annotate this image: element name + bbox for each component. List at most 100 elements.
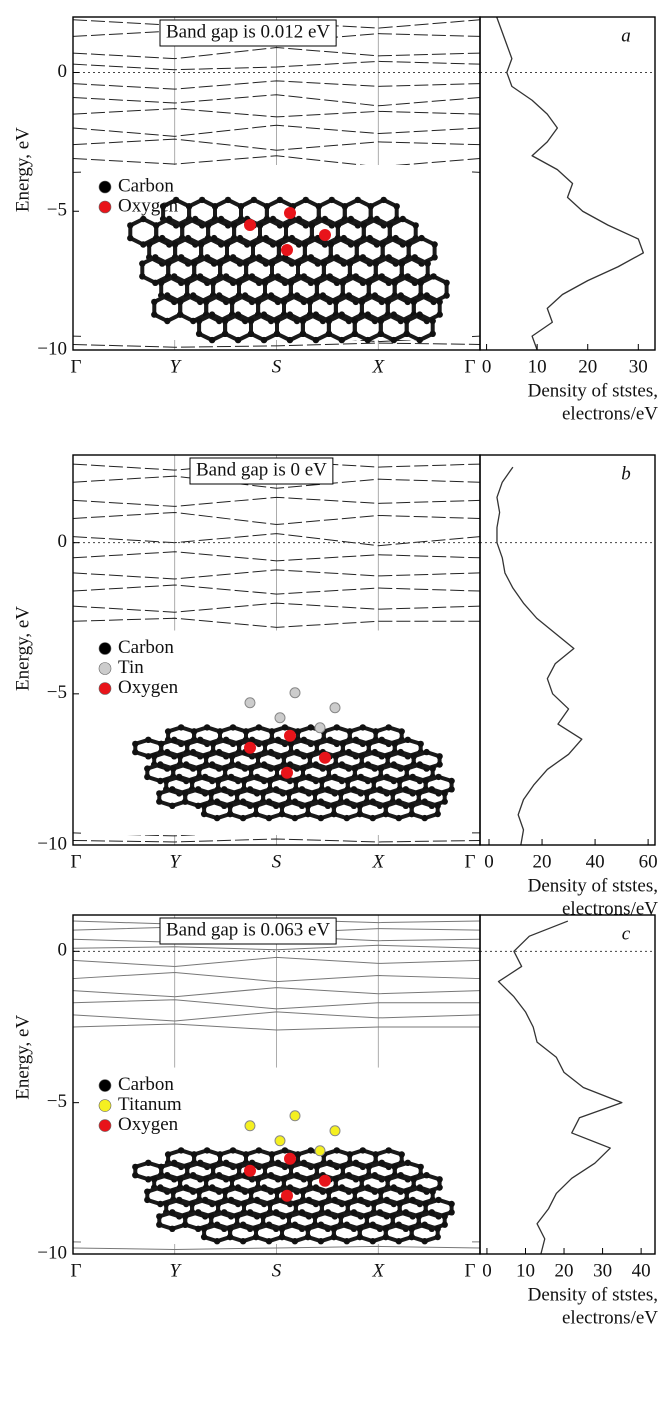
x-tick-label: S xyxy=(272,851,282,872)
carbon-atom xyxy=(370,798,376,804)
carbon-atom xyxy=(435,1197,441,1203)
x-tick-label: Y xyxy=(169,851,182,872)
carbon-atom xyxy=(339,761,345,767)
carbon-atom xyxy=(307,299,313,305)
carbon-atom xyxy=(436,1176,442,1182)
carbon-atom xyxy=(177,753,183,759)
carbon-atom xyxy=(223,1160,229,1166)
carbon-atom xyxy=(334,724,340,730)
carbon-atom xyxy=(132,1172,138,1178)
carbon-atom xyxy=(164,318,170,324)
carbon-atom xyxy=(176,774,182,780)
oxygen-atom xyxy=(284,207,296,219)
carbon-atom xyxy=(166,216,172,222)
carbon-atom xyxy=(236,741,242,747)
carbon-atom xyxy=(392,741,398,747)
carbon-atom xyxy=(262,741,268,747)
carbon-atom xyxy=(422,1238,428,1244)
carbon-atom xyxy=(182,1222,188,1228)
carbon-atom xyxy=(430,1189,436,1195)
carbon-atom xyxy=(240,1238,246,1244)
carbon-atom xyxy=(144,1189,150,1195)
carbon-atom xyxy=(234,1213,240,1219)
metal-atom xyxy=(245,698,255,708)
carbon-atom xyxy=(262,1164,268,1170)
carbon-atom xyxy=(300,1189,306,1195)
carbon-atom xyxy=(300,765,306,771)
carbon-atom xyxy=(254,774,260,780)
carbon-atom xyxy=(339,311,345,317)
carbon-atom xyxy=(344,815,350,821)
carbon-atom xyxy=(203,299,209,305)
carbon-atom xyxy=(139,273,145,279)
carbon-atom xyxy=(318,815,324,821)
carbon-atom xyxy=(303,197,309,203)
carbon-atom xyxy=(409,1226,415,1232)
dos-line xyxy=(497,467,582,845)
carbon-atom xyxy=(313,311,319,317)
carbon-atom xyxy=(253,803,259,809)
carbon-atom xyxy=(331,803,337,809)
carbon-atom xyxy=(292,798,298,804)
carbon-atom xyxy=(222,1189,228,1195)
x-axis-label: Density of ststes, xyxy=(528,1284,658,1305)
carbon-atom xyxy=(339,1184,345,1190)
carbon-atom xyxy=(267,1201,273,1207)
carbon-atom xyxy=(400,216,406,222)
panel-label: a xyxy=(621,25,631,46)
carbon-atom xyxy=(371,1201,377,1207)
carbon-atom xyxy=(431,241,437,247)
carbon-atom xyxy=(204,1147,210,1153)
carbon-atom xyxy=(411,753,417,759)
carbon-atom xyxy=(347,260,353,266)
carbon-atom xyxy=(253,1234,259,1240)
carbon-atom xyxy=(208,1213,214,1219)
oxygen-atom xyxy=(281,244,293,256)
carbon-atom xyxy=(359,753,365,759)
carbon-atom xyxy=(370,1238,376,1244)
carbon-atom xyxy=(185,235,191,241)
carbon-atom xyxy=(431,254,437,260)
carbon-atom xyxy=(151,1176,157,1182)
carbon-atom xyxy=(328,241,334,247)
band-gap-annotation: Band gap is 0.063 eV xyxy=(166,919,330,940)
carbon-atom xyxy=(301,1160,307,1166)
carbon-atom xyxy=(146,241,152,247)
carbon-atom xyxy=(299,786,305,792)
carbon-atom xyxy=(309,222,315,228)
carbon-atom xyxy=(210,1164,216,1170)
carbon-atom xyxy=(231,222,237,228)
carbon-atom xyxy=(243,1151,249,1157)
carbon-atom xyxy=(306,1197,312,1203)
dos-frame xyxy=(480,17,655,350)
carbon-atom xyxy=(152,280,158,286)
carbon-atom xyxy=(365,311,371,317)
carbon-atom xyxy=(442,1213,448,1219)
carbon-atom xyxy=(202,774,208,780)
carbon-atom xyxy=(417,761,423,767)
carbon-atom xyxy=(279,811,285,817)
y-axis-label: Energy, eV xyxy=(12,1015,33,1100)
carbon-atom xyxy=(406,241,412,247)
carbon-atom xyxy=(222,331,228,337)
x-tick-label: 20 xyxy=(555,1260,574,1281)
carbon-atom xyxy=(357,803,363,809)
carbon-atom xyxy=(442,798,448,804)
y-tick-label: −5 xyxy=(47,682,67,703)
carbon-atom xyxy=(157,761,163,767)
carbon-atom xyxy=(391,311,397,317)
carbon-atom xyxy=(443,280,449,286)
carbon-atom xyxy=(158,741,164,747)
carbon-atom xyxy=(156,1213,162,1219)
dos-line xyxy=(497,17,644,350)
carbon-atom xyxy=(320,292,326,298)
carbon-atom xyxy=(359,299,365,305)
carbon-atom xyxy=(267,778,273,784)
x-tick-label: Y xyxy=(169,1260,182,1281)
carbon-atom xyxy=(292,1222,298,1228)
carbon-atom xyxy=(370,1222,376,1228)
carbon-atom xyxy=(367,235,373,241)
carbon-atom xyxy=(295,260,301,266)
carbon-atom xyxy=(296,216,302,222)
carbon-atom xyxy=(214,1222,220,1228)
